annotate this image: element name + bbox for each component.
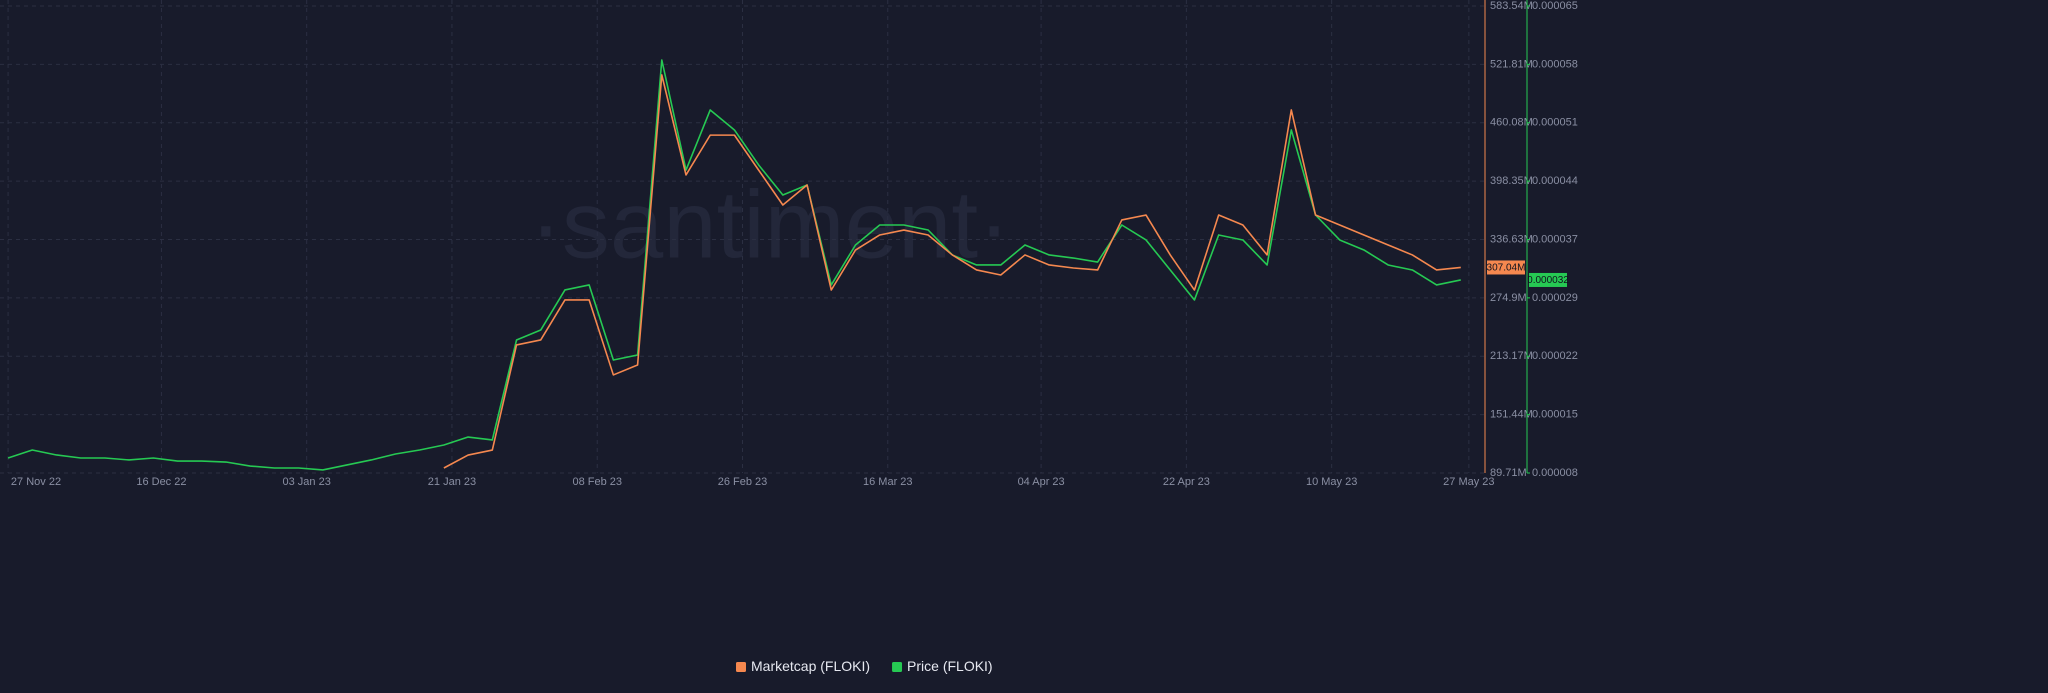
legend-swatch[interactable]: [736, 662, 746, 672]
y-tick-label: 274.9M: [1490, 292, 1527, 304]
x-tick-label: 04 Apr 23: [1018, 476, 1065, 488]
x-tick-label: 21 Jan 23: [428, 476, 476, 488]
series-line: [443, 74, 1461, 469]
y-tick-label: 89.71M: [1490, 467, 1527, 479]
legend-label[interactable]: Marketcap (FLOKI): [751, 658, 870, 674]
last-value-label: 0.000032: [1527, 275, 1569, 286]
y2-tick-label: 0.000022: [1532, 350, 1578, 362]
legend-swatch[interactable]: [892, 662, 903, 672]
y2-tick-label: 0.000008: [1532, 467, 1578, 479]
y2-tick-label: 0.000058: [1532, 58, 1578, 70]
y2-tick-label: 0.000037: [1532, 233, 1578, 245]
y-tick-label: 521.81M: [1490, 58, 1533, 70]
watermark: ·santiment·: [530, 171, 1010, 278]
y-tick-label: 460.08M: [1490, 117, 1533, 129]
x-tick-label: 27 Nov 22: [11, 476, 61, 488]
y-tick-label: 151.44M: [1490, 409, 1533, 421]
y2-tick-label: 0.000015: [1532, 409, 1578, 421]
y-tick-label: 336.63M: [1490, 233, 1533, 245]
x-tick-label: 10 May 23: [1306, 476, 1357, 488]
last-value-badge: [1529, 272, 1567, 287]
x-tick-label: 16 Dec 22: [136, 476, 186, 488]
y2-tick-label: 0.000029: [1532, 292, 1578, 304]
x-tick-label: 16 Mar 23: [863, 476, 913, 488]
legend-label[interactable]: Price (FLOKI): [907, 658, 993, 674]
x-tick-label: 22 Apr 23: [1163, 476, 1210, 488]
y-tick-label: 398.35M: [1490, 175, 1533, 187]
x-tick-label: 27 May 23: [1443, 476, 1494, 488]
x-tick-label: 08 Feb 23: [572, 476, 622, 488]
y-tick-label: 583.54M: [1490, 0, 1533, 12]
x-tick-label: 03 Jan 23: [283, 476, 331, 488]
series-line: [7, 59, 1461, 471]
y2-tick-label: 0.000044: [1532, 175, 1578, 187]
y-tick-label: 213.17M: [1490, 350, 1533, 362]
last-value-badge: [1487, 260, 1525, 275]
last-value-label: 307.04M: [1487, 263, 1526, 274]
y2-tick-label: 0.000065: [1532, 0, 1578, 12]
x-tick-label: 26 Feb 23: [718, 476, 768, 488]
y2-tick-label: 0.000051: [1532, 117, 1578, 129]
